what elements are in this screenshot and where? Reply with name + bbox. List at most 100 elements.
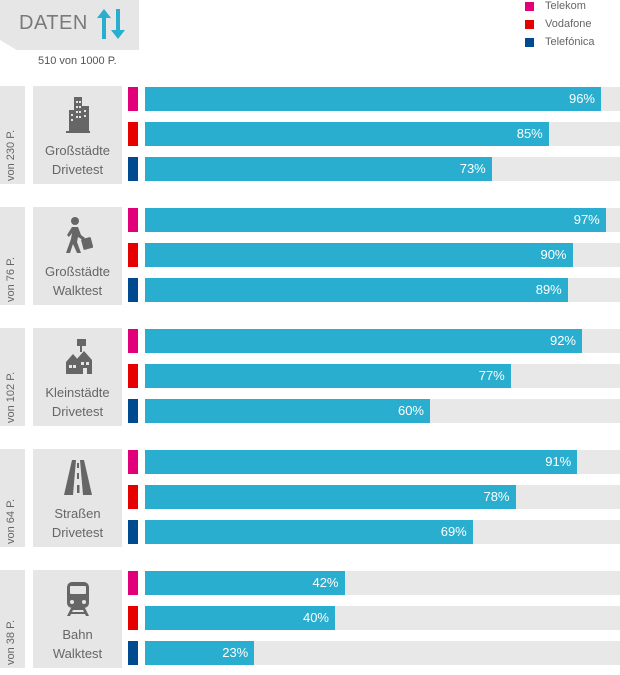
bar-telekom: 97% [145, 208, 606, 232]
bar-value-label: 78% [483, 489, 510, 504]
bar-telefonica: 23% [145, 641, 255, 665]
telefonica-swatch [128, 278, 138, 302]
bar-value-label: 23% [222, 645, 249, 660]
category-group: von 38 P. Bahn Walktest 42% 40% 23% [0, 570, 620, 675]
category-group: von 230 P. Großstädte Drivetest 96% [0, 86, 620, 191]
legend-label: Telefónica [545, 36, 595, 48]
train-icon [67, 582, 89, 616]
category-panel: Großstädte Drivetest [33, 86, 122, 184]
vodafone-swatch [128, 243, 138, 267]
bar-value-label: 90% [540, 247, 567, 262]
bar-track: 85% [145, 122, 620, 146]
bar-track: 90% [145, 243, 620, 267]
walker-icon [66, 217, 93, 253]
bar-track: 23% [145, 641, 620, 665]
bar-value-label: 96% [568, 91, 595, 106]
bar-track: 60% [145, 399, 620, 423]
points-panel [0, 86, 25, 184]
legend-swatch [525, 38, 534, 47]
town-icon [66, 339, 92, 374]
category-label-line1: Kleinstädte [45, 385, 110, 400]
bar-telekom: 91% [145, 450, 578, 474]
bar-track: 91% [145, 450, 620, 474]
bar-vodafone: 85% [145, 122, 549, 146]
bar-track: 78% [145, 485, 620, 509]
telekom-swatch [128, 571, 138, 595]
bar-value-label: 42% [312, 575, 339, 590]
bar-telefonica: 69% [145, 520, 473, 544]
bar-vodafone: 78% [145, 485, 516, 509]
bar-track: 96% [145, 87, 620, 111]
bar-telekom: 96% [145, 87, 601, 111]
city-icon [66, 97, 90, 133]
points-label: von 102 P. [5, 371, 17, 423]
bar-track: 42% [145, 571, 620, 595]
bar-value-label: 69% [440, 524, 467, 539]
category-label-line1: Großstädte [44, 143, 111, 158]
category-panel: Großstädte Walktest [33, 207, 122, 305]
category-label-line2: Walktest [52, 283, 103, 298]
category-label-line2: Drivetest [51, 525, 104, 540]
telefonica-swatch [128, 157, 138, 181]
vodafone-swatch [128, 364, 138, 388]
category-label-line2: Drivetest [51, 162, 104, 177]
legend-swatch [525, 2, 534, 11]
category-panel: Straßen Drivetest [33, 449, 122, 547]
bar-track: 89% [145, 278, 620, 302]
telekom-swatch [128, 450, 138, 474]
points-label: von 230 P. [5, 129, 17, 181]
vodafone-swatch [128, 606, 138, 630]
points-panel [0, 570, 25, 668]
vodafone-swatch [128, 122, 138, 146]
category-label-line2: Walktest [52, 646, 103, 661]
bar-value-label: 85% [516, 126, 543, 141]
bar-track: 92% [145, 329, 620, 353]
vodafone-swatch [128, 485, 138, 509]
sort-arrows-icon [97, 9, 125, 39]
bar-value-label: 60% [397, 403, 424, 418]
points-panel [0, 207, 25, 305]
telefonica-swatch [128, 641, 138, 665]
bar-telefonica: 89% [145, 278, 568, 302]
category-label-line2: Drivetest [51, 404, 104, 419]
road-icon [64, 460, 92, 495]
bar-telefonica: 73% [145, 157, 492, 181]
bar-vodafone: 90% [145, 243, 573, 267]
chart-subtitle: 510 von 1000 P. [38, 55, 117, 67]
bar-value-label: 40% [302, 610, 329, 625]
legend-label: Telekom [545, 0, 586, 12]
header-panel [0, 0, 139, 50]
points-label: von 76 P. [5, 256, 17, 302]
bar-telekom: 42% [145, 571, 345, 595]
bar-track: 77% [145, 364, 620, 388]
bar-telekom: 92% [145, 329, 582, 353]
bar-track: 97% [145, 208, 620, 232]
bar-value-label: 77% [478, 368, 505, 383]
category-group: von 76 P. Großstädte Walktest 97% 90% 89… [0, 207, 620, 312]
category-group: von 64 P. Straßen Drivetest 91% 78% 69% [0, 449, 620, 554]
points-label: von 38 P. [5, 619, 17, 665]
points-panel [0, 449, 25, 547]
bar-value-label: 89% [535, 282, 562, 297]
category-label-line1: Großstädte [44, 264, 111, 279]
telefonica-swatch [128, 520, 138, 544]
bar-telefonica: 60% [145, 399, 430, 423]
telefonica-swatch [128, 399, 138, 423]
bar-vodafone: 77% [145, 364, 511, 388]
bar-track: 73% [145, 157, 620, 181]
telekom-swatch [128, 87, 138, 111]
category-panel: Kleinstädte Drivetest [33, 328, 122, 426]
telekom-swatch [128, 208, 138, 232]
chart-title: DATEN [19, 12, 88, 34]
bar-value-label: 92% [549, 333, 576, 348]
category-label-line1: Straßen [54, 506, 101, 521]
category-panel: Bahn Walktest [33, 570, 122, 668]
category-label-line1: Bahn [62, 627, 93, 642]
legend-label: Vodafone [545, 18, 592, 30]
points-panel [0, 328, 25, 426]
bar-value-label: 91% [545, 454, 572, 469]
bar-track: 40% [145, 606, 620, 630]
points-label: von 64 P. [5, 498, 17, 544]
bar-value-label: 97% [573, 212, 600, 227]
category-group: von 102 P. Kleinstädte Drivetest 92% 77%… [0, 328, 620, 433]
